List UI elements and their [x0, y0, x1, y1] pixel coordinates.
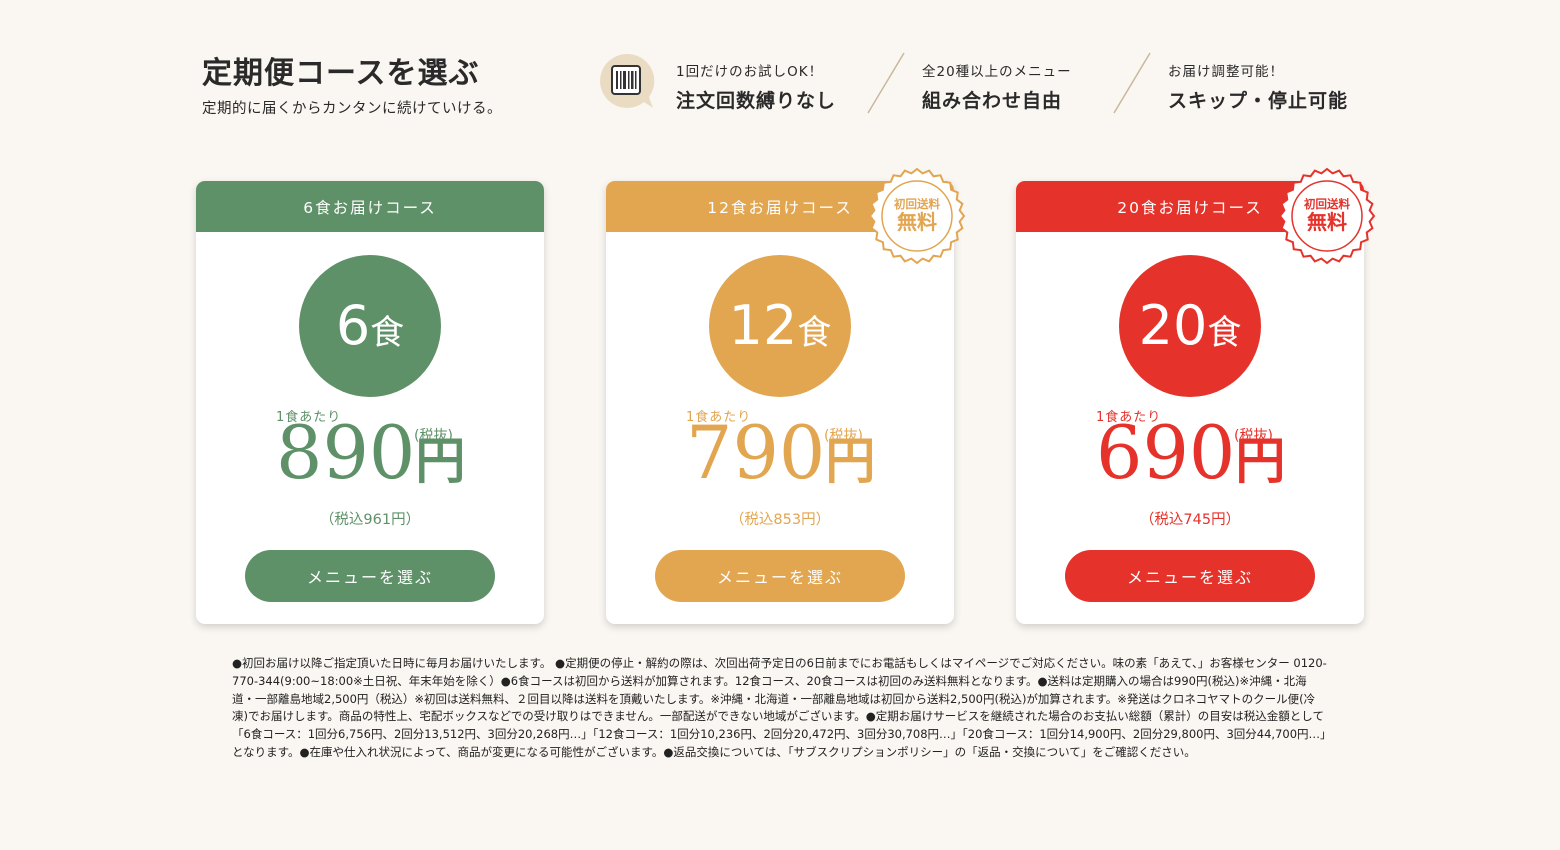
course-card-20: 20食お届けコース 20 食 1食あたり (税抜) 690円 （税込745円） メ… — [1016, 167, 1376, 624]
page-title: 定期便コースを選ぶ — [202, 56, 480, 91]
per-meal-label: 1食あたり — [1096, 410, 1162, 425]
price-amount: 690 — [1096, 411, 1236, 496]
price: 790円 — [686, 417, 875, 490]
meal-unit: 食 — [1207, 313, 1242, 353]
tax-excluded-label: (税抜) — [414, 428, 453, 444]
price-amount: 890 — [276, 411, 416, 496]
price-yen: 円 — [1235, 431, 1286, 490]
feature-free-combination: 全20種以上のメニュー 組み合わせ自由 — [922, 60, 1072, 113]
meal-count-circle: 12 食 — [709, 255, 851, 397]
feature-divider — [1113, 52, 1151, 114]
free-shipping-badge: 初回送料 無料 — [868, 167, 966, 265]
badge-small-text: 初回送料 — [894, 196, 940, 211]
meal-unit: 食 — [797, 313, 832, 353]
tax-excluded-label: (税抜) — [824, 428, 863, 444]
seal-badge-icon — [1278, 167, 1376, 265]
feature-small-text: 1回だけのお試しOK！ — [676, 64, 824, 80]
feature-main-text: 注文回数縛りなし — [676, 90, 837, 112]
course-card-header: 6食お届けコース — [196, 181, 544, 232]
meal-count: 20 — [1138, 294, 1208, 357]
feature-skip-stop: お届け調整可能！ スキップ・停止可能 — [1168, 60, 1348, 113]
meal-count: 12 — [728, 294, 798, 357]
feature-divider — [867, 52, 905, 114]
price-amount: 790 — [686, 411, 826, 496]
select-menu-button[interactable]: メニューを選ぶ — [655, 550, 905, 602]
badge-big-text: 無料 — [897, 210, 937, 235]
feature-no-commitment: 1回だけのお試しOK！ 注文回数縛りなし — [676, 60, 836, 113]
seal-badge-icon — [868, 167, 966, 265]
price: 890円 — [276, 417, 465, 490]
price-yen: 円 — [415, 431, 466, 490]
badge-small-text: 初回送料 — [1304, 196, 1350, 211]
feature-small-text: 全20種以上のメニュー — [922, 64, 1072, 80]
tax-excluded-label: (税抜) — [1234, 428, 1273, 444]
badge-text: 初回送料 無料 — [868, 167, 966, 265]
seal-outline — [1278, 167, 1376, 265]
select-menu-button[interactable]: メニューを選ぶ — [245, 550, 495, 602]
per-meal-label: 1食あたり — [276, 410, 342, 425]
course-card-12: 12食お届けコース 12 食 1食あたり (税抜) 790円 （税込853円） メ… — [606, 167, 966, 624]
notes-text: ●初回お届け以降ご指定頂いた日時に毎月お届けいたします。 ●定期便の停止・解約の… — [232, 656, 1327, 760]
meal-count: 6 — [335, 294, 371, 357]
feature-main-text: 組み合わせ自由 — [922, 90, 1063, 112]
meal-count-circle: 20 食 — [1119, 255, 1261, 397]
tax-included-price: （税込961円） — [319, 512, 421, 528]
feature-small-text: お届け調整可能！ — [1168, 64, 1284, 80]
price: 690円 — [1096, 417, 1285, 490]
tax-included-price: （税込853円） — [729, 512, 831, 528]
tax-included-price: （税込745円） — [1139, 512, 1241, 528]
badge-big-text: 無料 — [1307, 210, 1347, 235]
meal-unit: 食 — [370, 313, 405, 353]
feature-main-text: スキップ・停止可能 — [1168, 90, 1349, 112]
barcode-bubble-icon — [600, 53, 655, 108]
page-subtitle: 定期的に届くからカンタンに続けていける。 — [202, 101, 502, 117]
select-menu-button[interactable]: メニューを選ぶ — [1065, 550, 1315, 602]
per-meal-label: 1食あたり — [686, 410, 752, 425]
badge-text: 初回送料 無料 — [1278, 167, 1376, 265]
seal-outline — [868, 167, 966, 265]
price-yen: 円 — [825, 431, 876, 490]
free-shipping-badge: 初回送料 無料 — [1278, 167, 1376, 265]
